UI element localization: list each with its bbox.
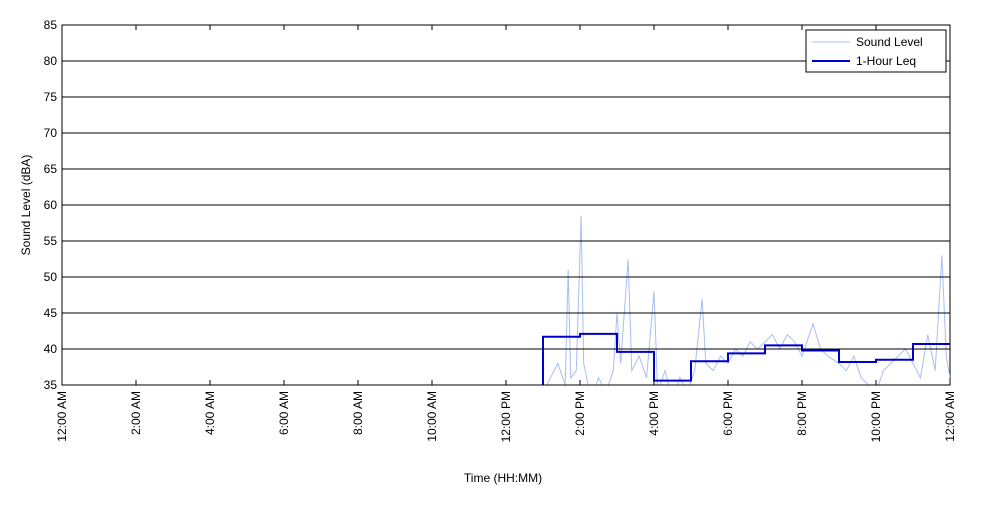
- plot-content: [542, 215, 950, 385]
- y-tick-label: 55: [44, 234, 58, 248]
- x-tick-label: 6:00 AM: [277, 391, 291, 435]
- legend-label: 1-Hour Leq: [856, 54, 916, 68]
- x-tick-label: 4:00 AM: [203, 391, 217, 435]
- y-tick-label: 40: [44, 342, 58, 356]
- x-tick-label: 10:00 PM: [869, 391, 883, 442]
- y-tick-label: 65: [44, 162, 58, 176]
- y-tick-label: 50: [44, 270, 58, 284]
- x-axis-label: Time (HH:MM): [464, 471, 542, 485]
- y-tick-label: 80: [44, 54, 58, 68]
- series-line: [546, 215, 950, 385]
- x-tick-label: 12:00 AM: [55, 391, 69, 442]
- x-tick-label: 10:00 AM: [425, 391, 439, 442]
- legend-label: Sound Level: [856, 35, 923, 49]
- x-tick-label: 4:00 PM: [647, 391, 661, 436]
- y-tick-label: 35: [44, 378, 58, 392]
- y-axis-label: Sound Level (dBA): [19, 155, 33, 256]
- series-line: [542, 332, 950, 385]
- y-tick-label: 85: [44, 18, 58, 32]
- y-tick-label: 60: [44, 198, 58, 212]
- x-tick-label: 8:00 PM: [795, 391, 809, 436]
- x-tick-label: 6:00 PM: [721, 391, 735, 436]
- y-tick-label: 75: [44, 90, 58, 104]
- x-tick-label: 2:00 AM: [129, 391, 143, 435]
- x-tick-label: 12:00 PM: [499, 391, 513, 442]
- x-tick-label: 2:00 PM: [573, 391, 587, 436]
- x-tick-label: 12:00 AM: [943, 391, 957, 442]
- legend-box: [805, 29, 947, 73]
- x-tick-label: 8:00 AM: [351, 391, 365, 435]
- y-tick-label: 45: [44, 306, 58, 320]
- y-tick-label: 70: [44, 126, 58, 140]
